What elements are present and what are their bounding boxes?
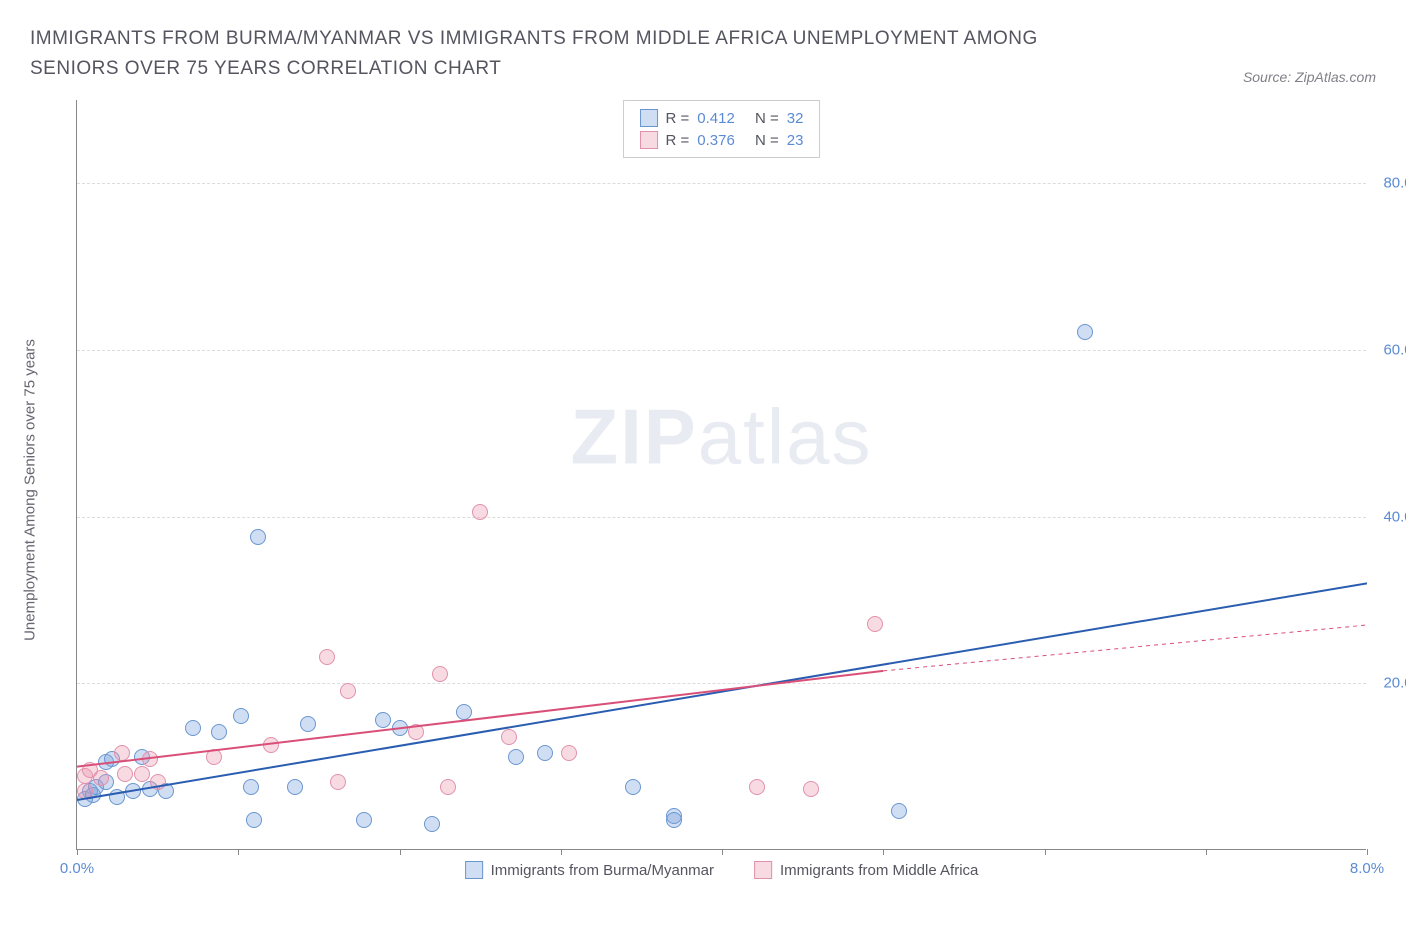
scatter-point: [408, 724, 424, 740]
scatter-point: [392, 720, 408, 736]
scatter-point: [319, 649, 335, 665]
legend-row-series-2: R = 0.376 N = 23: [640, 129, 804, 151]
x-tick-label: 8.0%: [1350, 860, 1384, 877]
legend-swatch-icon: [754, 861, 772, 879]
chart-header: IMMIGRANTS FROM BURMA/MYANMAR VS IMMIGRA…: [0, 0, 1406, 97]
x-tick-mark: [77, 849, 78, 855]
legend-swatch-icon: [640, 131, 658, 149]
y-tick-label: 20.0%: [1383, 675, 1406, 692]
trend-line: [77, 671, 883, 767]
scatter-point: [77, 783, 93, 799]
scatter-point: [93, 770, 109, 786]
x-tick-label: 0.0%: [60, 860, 94, 877]
source-attribution: Source: ZipAtlas.com: [1243, 69, 1376, 85]
watermark: ZIPatlas: [570, 392, 872, 483]
x-tick-mark: [1367, 849, 1368, 855]
scatter-point: [109, 789, 125, 805]
scatter-point: [287, 779, 303, 795]
scatter-point: [1077, 324, 1093, 340]
plot-area: ZIPatlas R = 0.412 N = 32 R = 0.376 N = …: [76, 100, 1366, 850]
scatter-point: [891, 803, 907, 819]
scatter-point: [867, 616, 883, 632]
scatter-point: [340, 683, 356, 699]
x-tick-mark: [561, 849, 562, 855]
grid-line: [77, 183, 1366, 184]
series-legend: Immigrants from Burma/Myanmar Immigrants…: [465, 861, 979, 879]
x-tick-mark: [400, 849, 401, 855]
chart-title: IMMIGRANTS FROM BURMA/MYANMAR VS IMMIGRA…: [30, 24, 1130, 85]
scatter-point: [537, 745, 553, 761]
scatter-point: [803, 781, 819, 797]
scatter-point: [432, 666, 448, 682]
scatter-point: [250, 529, 266, 545]
y-tick-label: 80.0%: [1383, 175, 1406, 192]
y-axis-label: Unemployment Among Seniors over 75 years: [22, 339, 39, 641]
scatter-point: [243, 779, 259, 795]
x-tick-mark: [883, 849, 884, 855]
scatter-point: [117, 766, 133, 782]
scatter-point: [375, 712, 391, 728]
scatter-point: [456, 704, 472, 720]
scatter-point: [246, 812, 262, 828]
legend-swatch-icon: [465, 861, 483, 879]
grid-line: [77, 683, 1366, 684]
y-tick-label: 60.0%: [1383, 342, 1406, 359]
grid-line: [77, 350, 1366, 351]
x-tick-mark: [722, 849, 723, 855]
scatter-point: [356, 812, 372, 828]
scatter-point: [300, 716, 316, 732]
scatter-point: [330, 774, 346, 790]
scatter-point: [625, 779, 641, 795]
legend-item-series-1: Immigrants from Burma/Myanmar: [465, 861, 714, 879]
scatter-point: [440, 779, 456, 795]
legend-item-series-2: Immigrants from Middle Africa: [754, 861, 978, 879]
scatter-point: [666, 812, 682, 828]
scatter-point: [134, 766, 150, 782]
correlation-legend: R = 0.412 N = 32 R = 0.376 N = 23: [623, 100, 821, 158]
legend-row-series-1: R = 0.412 N = 32: [640, 107, 804, 129]
scatter-point: [749, 779, 765, 795]
chart-container: Unemployment Among Seniors over 75 years…: [48, 100, 1388, 880]
scatter-point: [233, 708, 249, 724]
scatter-point: [424, 816, 440, 832]
x-tick-mark: [238, 849, 239, 855]
grid-line: [77, 517, 1366, 518]
scatter-point: [561, 745, 577, 761]
scatter-point: [501, 729, 517, 745]
scatter-point: [142, 751, 158, 767]
x-tick-mark: [1045, 849, 1046, 855]
x-tick-mark: [1206, 849, 1207, 855]
scatter-point: [114, 745, 130, 761]
scatter-point: [125, 783, 141, 799]
legend-swatch-icon: [640, 109, 658, 127]
scatter-point: [508, 749, 524, 765]
scatter-point: [472, 504, 488, 520]
scatter-point: [185, 720, 201, 736]
scatter-point: [206, 749, 222, 765]
scatter-point: [211, 724, 227, 740]
scatter-point: [150, 774, 166, 790]
y-tick-label: 40.0%: [1383, 508, 1406, 525]
scatter-point: [263, 737, 279, 753]
trend-line-dashed: [883, 625, 1367, 671]
trend-line: [77, 583, 1367, 800]
